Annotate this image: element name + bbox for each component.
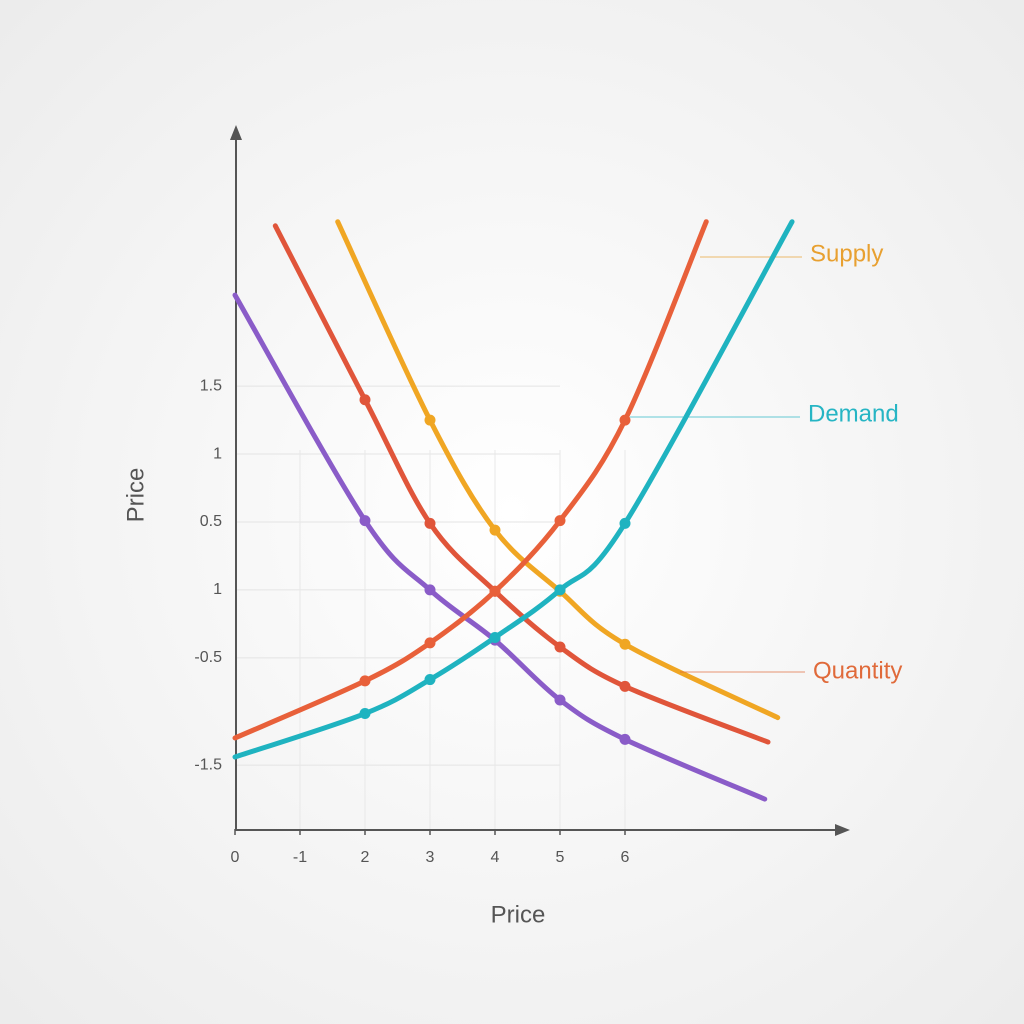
x-tick-label: 6: [621, 849, 630, 866]
data-point: [489, 524, 501, 536]
data-point: [424, 414, 436, 426]
data-point: [489, 585, 501, 597]
x-tick-label: 0: [231, 849, 240, 866]
data-point: [359, 708, 371, 720]
series-label: Demand: [808, 400, 899, 427]
x-tick-label: -1: [293, 849, 307, 866]
x-tick-label: 5: [556, 849, 565, 866]
data-point: [424, 674, 436, 686]
data-point: [359, 515, 371, 527]
x-tick-label: 4: [491, 849, 500, 866]
data-point: [359, 394, 371, 406]
data-point: [619, 680, 631, 692]
y-axis-arrow: [230, 125, 242, 140]
data-point: [424, 517, 436, 529]
series-label: Supply: [810, 240, 883, 267]
data-point: [359, 675, 371, 687]
data-point: [554, 694, 566, 706]
data-point: [554, 515, 566, 527]
y-tick-label: 1: [213, 445, 222, 462]
y-axis-label: Price: [122, 468, 149, 523]
data-point: [619, 733, 631, 745]
data-point: [424, 637, 436, 649]
x-axis-arrow: [835, 824, 850, 836]
data-point: [424, 584, 436, 596]
x-tick-label: 2: [361, 849, 370, 866]
y-tick-label: -1.5: [194, 756, 222, 773]
data-point: [554, 641, 566, 653]
data-point: [554, 584, 566, 596]
data-point: [619, 638, 631, 650]
line-series: [272, 223, 771, 745]
series-label: Quantity: [813, 657, 902, 684]
y-tick-label: 1.5: [200, 377, 222, 394]
y-tick-label: -0.5: [194, 649, 222, 666]
line-series: [335, 219, 781, 721]
y-tick-label: 0.5: [200, 513, 222, 530]
y-tick-label: 1: [213, 581, 222, 598]
data-point: [619, 517, 631, 529]
x-tick-label: 3: [426, 849, 435, 866]
data-point: [619, 414, 631, 426]
x-axis-label: Price: [491, 901, 546, 928]
data-point: [489, 631, 501, 643]
